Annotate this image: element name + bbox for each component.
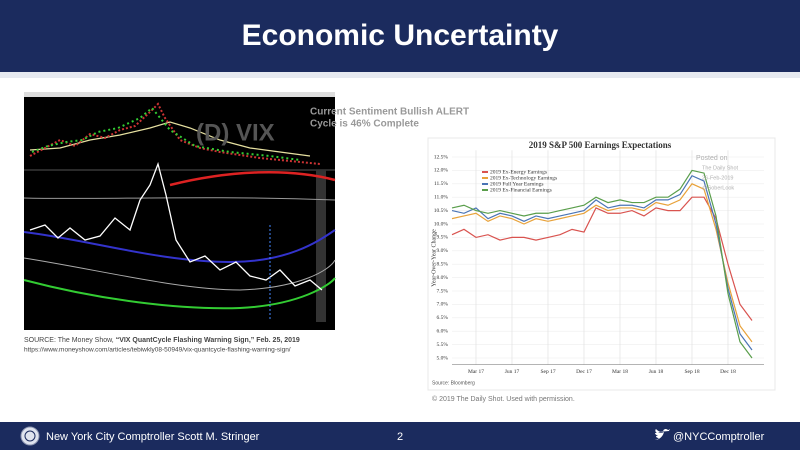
sp-title: 2019 S&P 500 Earnings Expectations [529,140,672,150]
shade [316,170,326,322]
band-red [169,170,336,187]
page-number: 2 [397,431,403,443]
y-tick-label: 9.5% [437,235,449,241]
x-tick-label: Sep 17 [540,369,555,375]
header-rule [0,72,800,78]
y-tick-label: 10.0% [434,221,449,227]
sp-y-label: Year-Over-Year Change [431,229,437,287]
y-tick-label: 5.0% [437,355,449,361]
header-bar [0,0,800,72]
footer-bar [0,422,800,450]
vix-source-2: https://www.moneyshow.com/articles/tebiw… [24,347,291,354]
y-tick-label: 10.5% [434,208,449,214]
y-tick-label: 12.5% [434,154,449,160]
watermark: 26-Feb-2019 [702,175,734,181]
series-line [451,169,753,359]
seal [20,426,40,446]
y-tick-label: 5.5% [437,342,449,348]
y-tick-label: 7.0% [437,302,449,308]
x-tick-label: Mar 17 [468,369,484,375]
y-tick-label: 11.0% [434,194,448,200]
band-gray [23,197,336,201]
alert-line2: Cycle is 46% Complete [310,119,419,130]
vix-titlebar [24,92,335,97]
sp-source: Source: Bloomberg [432,380,475,386]
footer-handle: @NYCComptroller [673,431,765,443]
seal-inner [24,430,36,442]
band-blue [23,229,336,264]
series-line [451,175,753,351]
candles-green [31,106,301,161]
x-tick-label: Dec 17 [576,369,592,375]
legend-label: 2019 Ex-Technology Earnings [490,175,557,181]
series-line [451,183,753,343]
y-tick-label: 8.5% [437,261,449,267]
x-tick-label: Jun 18 [649,369,664,375]
watermark: Posted on [696,155,728,162]
twitter-icon [654,428,670,440]
price-line [29,161,323,291]
y-tick-label: 11.5% [434,181,448,187]
y-tick-label: 9.0% [437,248,449,254]
alert-line1: Current Sentiment Bullish ALERT [310,107,469,118]
sp-credit: © 2019 The Daily Shot. Used with permiss… [432,395,575,403]
y-tick-label: 6.0% [437,328,449,334]
vix-bg [24,92,335,330]
vix-source-1: SOURCE: The Money Show, “VIX QuantCycle … [24,337,300,344]
x-tick-label: Sep 18 [684,369,699,375]
band-green [23,277,336,310]
x-tick-label: Dec 18 [720,369,736,375]
source-title: “VIX QuantCycle Flashing Warning Sign,” … [116,337,300,344]
candles-red [29,102,321,165]
watermark: @SoberLook [702,185,734,191]
y-tick-label: 7.5% [437,288,449,294]
source-prefix: SOURCE: The Money Show, [24,337,116,344]
legend-label: 2019 Ex-Financial Earnings [490,187,552,193]
legend-label: 2019 Full Year Earnings [490,181,543,187]
x-tick-label: Jun 17 [505,369,520,375]
slide-title: Economic Uncertainty [242,19,559,52]
band-gray2 [23,257,336,291]
series-line [451,196,753,321]
y-tick-label: 12.0% [434,168,449,174]
vix-image: (D) VIX Current Sentiment Bullish ALERT … [23,92,469,330]
x-tick-label: Mar 18 [612,369,628,375]
y-tick-label: 6.5% [437,315,449,321]
watermark: The Daily Shot [702,165,739,171]
footer-left: New York City Comptroller Scott M. Strin… [46,431,260,443]
y-tick-label: 8.0% [437,275,449,281]
sp-chart: 2019 S&P 500 Earnings Expectations Year-… [427,137,776,391]
legend-label: 2019 Ex-Energy Earnings [490,169,547,175]
vix-label: (D) VIX [196,119,275,146]
